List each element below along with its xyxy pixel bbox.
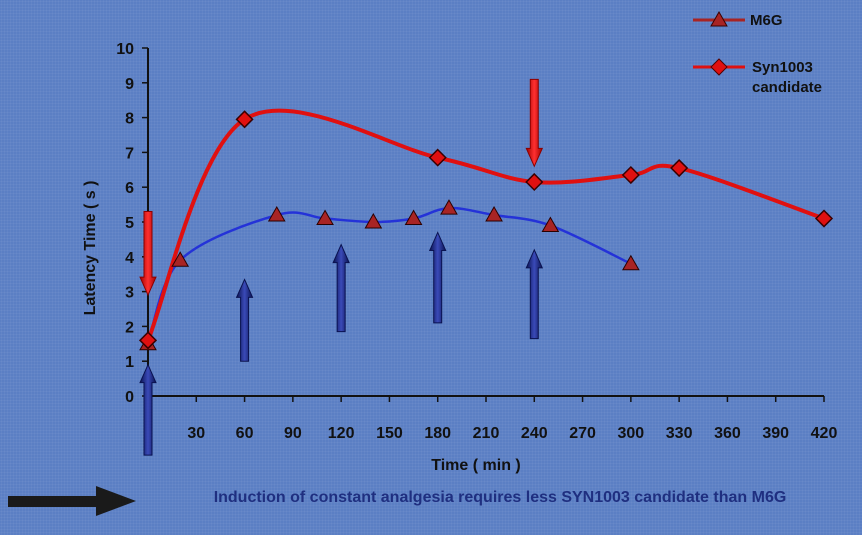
x-tick-label: 60 <box>236 425 254 442</box>
y-tick-label: 6 <box>125 180 134 197</box>
x-tick-label: 420 <box>811 425 838 442</box>
x-tick-label: 240 <box>521 425 548 442</box>
y-tick-label: 2 <box>125 319 134 336</box>
x-tick-label: 90 <box>284 425 302 442</box>
y-tick-label: 9 <box>125 76 134 93</box>
data-point-syn1003 <box>814 209 834 228</box>
data-point-m6g <box>364 212 383 229</box>
data-point-syn1003 <box>621 165 640 185</box>
data-point-syn1003 <box>670 158 689 178</box>
x-tick-label: 210 <box>473 425 500 442</box>
x-tick-label: 180 <box>424 425 451 442</box>
up-arrow-icon <box>235 278 254 362</box>
x-tick-label: 300 <box>618 425 645 442</box>
x-tick-label: 150 <box>376 425 403 442</box>
up-arrow-icon <box>139 363 157 456</box>
data-point-m6g <box>485 206 503 222</box>
data-point-m6g <box>621 254 640 271</box>
y-tick-label: 7 <box>125 145 134 162</box>
y-tick-label: 10 <box>116 41 134 58</box>
x-tick-label: 270 <box>569 425 596 442</box>
data-point-m6g <box>267 206 286 222</box>
data-point-m6g <box>440 199 458 215</box>
x-axis-title: Time ( min ) <box>431 457 521 474</box>
legend-marker-m6g <box>710 10 728 27</box>
x-tick-label: 30 <box>187 425 205 442</box>
series-lines <box>146 108 825 345</box>
y-ticks: 0 1 2 3 4 5 6 7 8 9 10 <box>116 41 148 406</box>
axes <box>147 48 824 397</box>
legend-label-syn1003: Syn1003 candidate <box>752 59 822 96</box>
data-point-syn1003 <box>428 148 447 167</box>
annotation-arrows <box>139 78 544 456</box>
series-line-m6g <box>146 206 632 345</box>
data-point-syn1003 <box>525 172 544 192</box>
up-arrow-icon <box>332 243 350 333</box>
y-tick-label: 0 <box>125 389 134 406</box>
data-point-m6g <box>171 251 190 267</box>
caption: Induction of constant analgesia requires… <box>213 489 787 506</box>
data-point-m6g <box>316 209 334 226</box>
data-point-m6g <box>541 216 560 232</box>
series-line-syn1003 <box>146 108 825 342</box>
legend: M6G Syn1003 candidate <box>693 10 822 96</box>
up-arrow-icon <box>428 231 447 324</box>
legend-marker-syn1003 <box>710 58 728 76</box>
data-point-m6g <box>404 209 423 226</box>
data-point-syn1003 <box>235 110 254 129</box>
x-tick-label: 330 <box>666 425 693 442</box>
y-axis-title: Latency Time ( s ) <box>82 181 99 316</box>
caption-arrow-icon <box>8 486 136 516</box>
y-tick-label: 5 <box>125 215 134 232</box>
y-tick-label: 8 <box>125 111 134 128</box>
down-arrow-icon <box>525 78 544 168</box>
x-tick-label: 390 <box>762 425 789 442</box>
down-arrow-icon <box>139 211 157 297</box>
up-arrow-icon <box>525 248 544 340</box>
x-tick-label: 120 <box>328 425 355 442</box>
y-tick-label: 4 <box>125 250 134 267</box>
legend-label-m6g: M6G <box>750 12 783 29</box>
data-point-syn1003 <box>138 331 158 350</box>
y-tick-label: 1 <box>125 354 134 371</box>
series-markers <box>138 110 834 351</box>
y-tick-label: 3 <box>125 285 134 302</box>
x-tick-label: 360 <box>714 425 741 442</box>
